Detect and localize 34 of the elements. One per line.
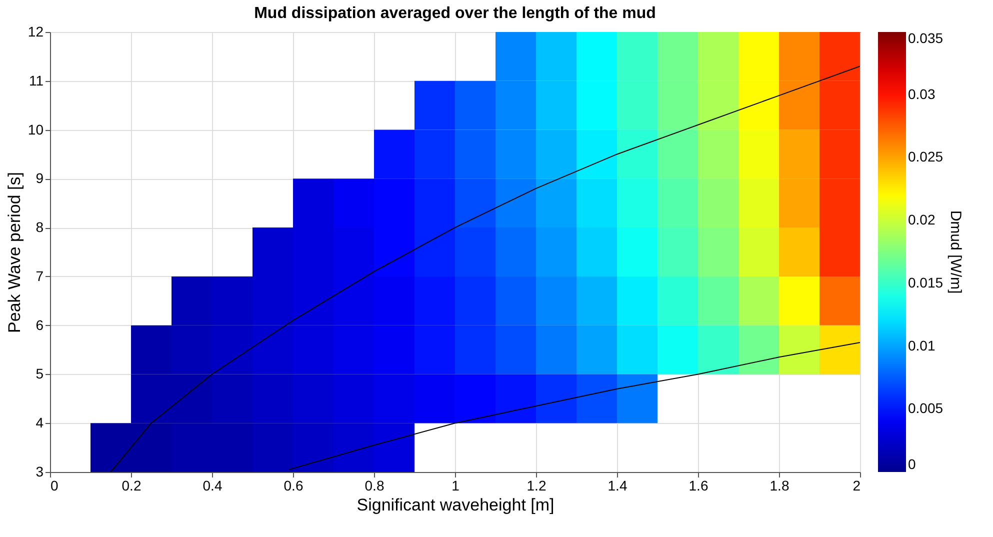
y-tick-label: 3 — [36, 464, 44, 480]
y-tick-label: 10 — [28, 121, 44, 138]
y-axis-title: Peak Wave period [s] — [4, 172, 24, 333]
color-bar-label: 0.03 — [908, 86, 936, 102]
x-tick-label: 0.8 — [364, 478, 384, 494]
x-axis-title: Significant waveheight [m] — [356, 496, 554, 514]
chart-title: Mud dissipation averaged over the length of the mud — [254, 5, 656, 22]
y-tick-label: 7 — [36, 268, 44, 284]
x-tick-label: 1.8 — [770, 478, 790, 494]
line-series — [288, 342, 860, 470]
y-tick-label: 12 — [28, 24, 44, 40]
x-tick-label: 1.6 — [688, 478, 708, 494]
x-tick-label: 1.4 — [608, 478, 628, 494]
y-tick-label: 8 — [36, 219, 44, 236]
x-tick-label: 2 — [852, 478, 861, 494]
color-bar-label: 0.025 — [908, 148, 944, 165]
x-tick-label: 0.4 — [202, 478, 222, 494]
color-bar-label: 0.005 — [908, 400, 944, 416]
x-tick-label: 1 — [452, 478, 460, 494]
y-tick-label: 9 — [36, 170, 44, 186]
color-bar-title: Dmud [W/m] — [947, 210, 964, 294]
y-tick-label: 6 — [36, 316, 44, 333]
color-bar-label: 0 — [908, 456, 916, 472]
x-tick-label: 0 — [50, 478, 58, 494]
color-bar-label: 0.02 — [908, 212, 936, 228]
x-tick-label: 0.2 — [122, 478, 142, 494]
y-tick-label: 4 — [36, 414, 44, 431]
color-bar-label: 0.035 — [908, 30, 944, 46]
color-bar-label: 0.01 — [908, 337, 936, 354]
x-tick-label: 1.2 — [526, 478, 546, 494]
color-bar-label: 0.015 — [908, 274, 944, 290]
y-tick-label: 11 — [28, 72, 44, 88]
y-tick-label: 5 — [36, 366, 44, 382]
x-tick-label: 0.6 — [284, 478, 304, 494]
